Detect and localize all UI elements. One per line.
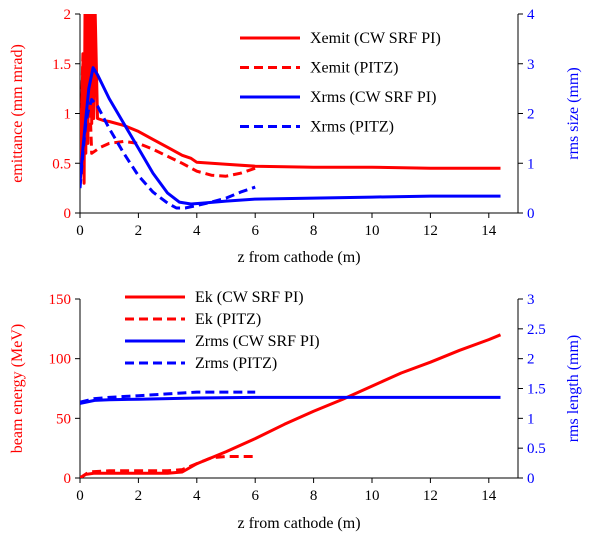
x-tick-label: 6 xyxy=(251,223,259,239)
y-right-tick-label: 0 xyxy=(527,206,535,222)
series-line-1 xyxy=(80,455,256,478)
legend-label-1: Ek (PITZ) xyxy=(195,311,261,328)
y-right-tick-label: 1.5 xyxy=(527,382,546,398)
series-line-3 xyxy=(80,98,256,210)
x-tick-label: 2 xyxy=(135,223,143,239)
legend-label-3: Zrms (PITZ) xyxy=(195,355,277,372)
x-axis-label: z from cathode (m) xyxy=(237,249,360,266)
legend-label-0: Ek (CW SRF PI) xyxy=(195,289,304,306)
x-tick-label: 14 xyxy=(481,488,497,504)
y-right-tick-label: 3 xyxy=(527,57,535,73)
y-left-tick-label: 150 xyxy=(49,292,72,308)
series-line-3 xyxy=(80,390,256,404)
legend-label-3: Xrms (PITZ) xyxy=(310,119,394,136)
x-tick-label: 4 xyxy=(193,488,201,504)
x-tick-label: 10 xyxy=(365,223,380,239)
x-tick-label: 6 xyxy=(251,488,259,504)
y-axis-left-label: emittance (mm mrad) xyxy=(9,44,26,183)
chart-energy-rms-length: 0 2 4 6 8 10 12 14 0 50 100 150 0 0.5 1 1.5 2 2.5 3 z from … xyxy=(9,289,582,532)
x-tick-label: 14 xyxy=(481,223,497,239)
series-line-0 xyxy=(80,333,502,478)
y-right-tick-label: 1 xyxy=(527,411,535,427)
y-right-tick-label: 1 xyxy=(527,156,535,172)
legend-label-0: Xemit (CW SRF PI) xyxy=(310,30,441,47)
y-right-tick-label: 3 xyxy=(527,292,535,308)
x-tick-label: 0 xyxy=(76,488,84,504)
y-left-tick-label: 1.5 xyxy=(52,57,71,73)
y-left-tick-label: 0.5 xyxy=(52,156,71,172)
y-left-tick-label: 0 xyxy=(64,206,72,222)
x-tick-label: 8 xyxy=(310,488,318,504)
y-right-tick-label: 2 xyxy=(527,107,535,123)
y-right-tick-label: 4 xyxy=(527,7,535,23)
legend-label-2: Xrms (CW SRF PI) xyxy=(310,89,436,106)
y-axis-left-label: beam energy (MeV) xyxy=(9,324,26,453)
y-left-tick-label: 50 xyxy=(56,411,71,427)
y-right-tick-label: 2.5 xyxy=(527,322,546,338)
x-tick-label: 0 xyxy=(76,223,84,239)
y-left-tick-label: 1 xyxy=(64,107,72,123)
x-tick-label: 12 xyxy=(423,488,438,504)
y-left-tick-label: 0 xyxy=(64,471,72,487)
plot-area xyxy=(80,14,501,210)
x-tick-label: 8 xyxy=(310,223,318,239)
x-tick-label: 2 xyxy=(135,488,143,504)
y-left-tick-label: 100 xyxy=(49,352,72,368)
x-tick-label: 12 xyxy=(423,223,438,239)
y-left-tick-label: 2 xyxy=(64,7,72,23)
series-line-1 xyxy=(80,14,256,178)
y-right-tick-label: 0 xyxy=(527,471,535,487)
legend-label-1: Xemit (PITZ) xyxy=(310,60,398,77)
y-right-tick-label: 2 xyxy=(527,352,535,368)
x-tick-label: 10 xyxy=(365,488,380,504)
series-line-2 xyxy=(80,66,501,206)
x-axis-label: z from cathode (m) xyxy=(237,515,360,532)
series-line-2 xyxy=(80,395,501,405)
x-tick-label: 4 xyxy=(193,223,201,239)
y-axis-right-label: rms size (mm) xyxy=(565,67,582,159)
plot-area xyxy=(80,333,502,478)
legend-label-2: Zrms (CW SRF PI) xyxy=(195,333,320,350)
y-axis-right-label: rms length (mm) xyxy=(565,335,582,443)
y-right-tick-label: 0.5 xyxy=(527,441,546,457)
